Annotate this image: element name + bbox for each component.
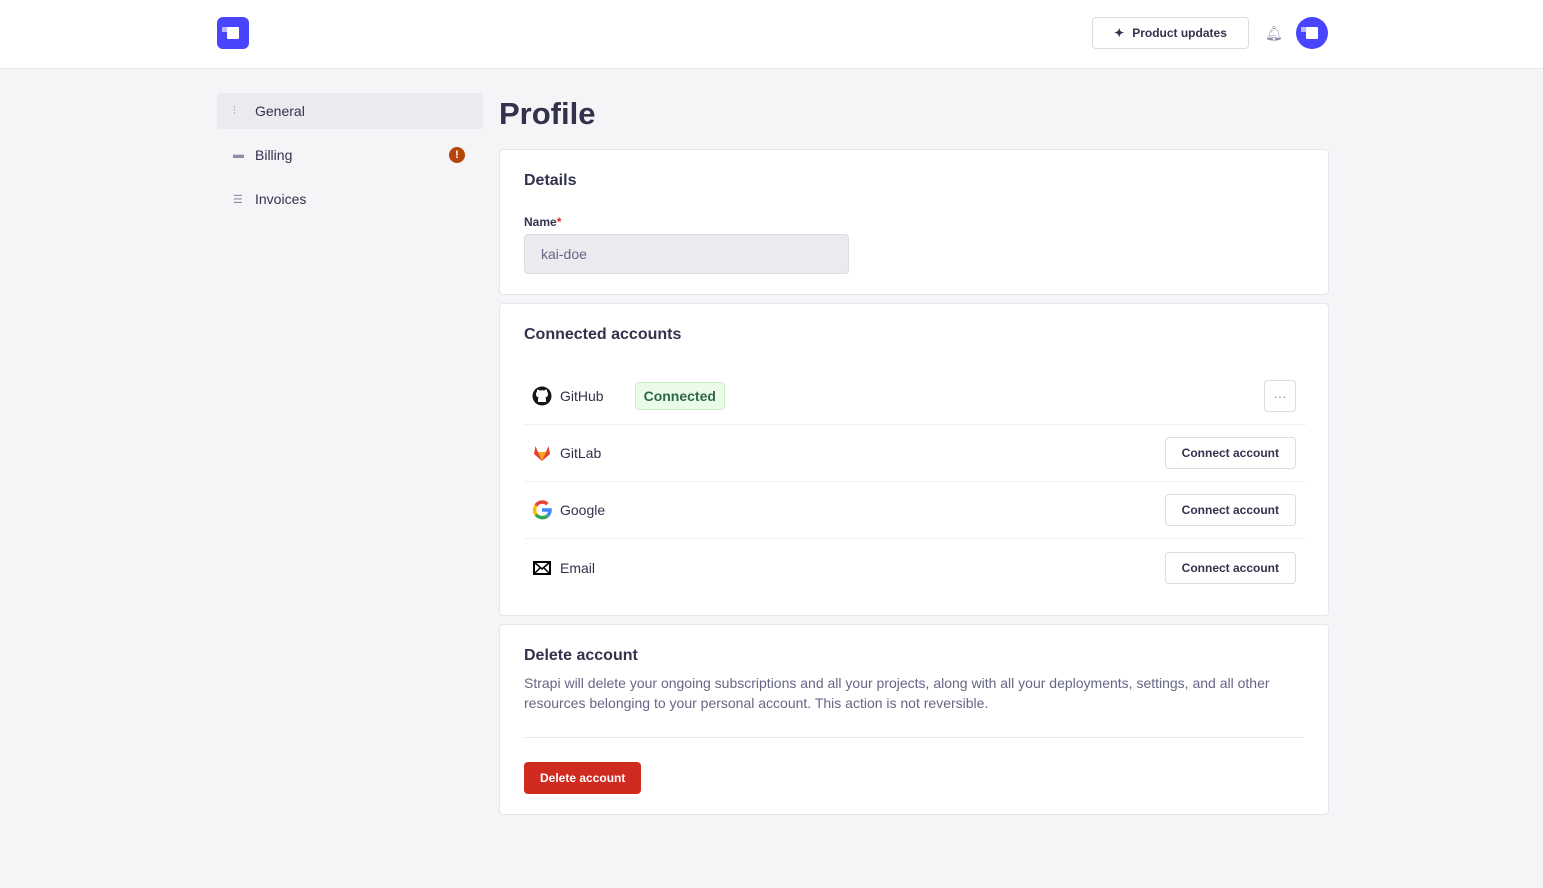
page-title: Profile bbox=[499, 96, 596, 131]
invoice-icon: ☰ bbox=[233, 193, 243, 206]
name-input[interactable] bbox=[524, 234, 849, 274]
sidebar-item-billing[interactable]: ▬ Billing! bbox=[217, 137, 483, 173]
delete-title: Delete account bbox=[524, 647, 638, 664]
logo[interactable] bbox=[217, 17, 249, 49]
details-card: Details Name* bbox=[499, 149, 1329, 295]
details-title: Details bbox=[524, 172, 577, 189]
sparkle-icon: ✦ bbox=[1114, 26, 1125, 40]
more-options-button[interactable]: ··· bbox=[1264, 380, 1296, 412]
product-updates-button[interactable]: ✦ Product updates bbox=[1092, 17, 1249, 49]
delete-description: Strapi will delete your ongoing subscrip… bbox=[524, 675, 1270, 711]
connect-email-button[interactable]: Connect account bbox=[1164, 551, 1296, 584]
connected-accounts-card: Connected accounts GitHub Connected ··· … bbox=[499, 303, 1329, 616]
sliders-icon: ⫶ bbox=[233, 104, 236, 117]
gitlab-icon bbox=[532, 443, 552, 463]
account-row-github: GitHub Connected ··· bbox=[524, 368, 1306, 425]
google-icon bbox=[532, 500, 552, 520]
connect-google-button[interactable]: Connect account bbox=[1164, 494, 1296, 526]
account-row-google: Google Connect account bbox=[524, 482, 1306, 539]
sidebar-item-general[interactable]: ⫶ General bbox=[217, 93, 483, 129]
divider bbox=[524, 737, 1304, 738]
warning-badge: ! bbox=[449, 147, 465, 163]
delete-account-card: Delete account Strapi will delete your o… bbox=[499, 624, 1329, 815]
account-row-gitlab: GitLab Connect account bbox=[524, 425, 1306, 482]
sidebar: ⫶ General ▬ Billing! ☰ Invoices bbox=[217, 93, 483, 225]
avatar[interactable] bbox=[1296, 17, 1328, 49]
connect-gitlab-button[interactable]: Connect account bbox=[1164, 437, 1296, 469]
envelope-icon bbox=[532, 558, 552, 578]
credit-card-icon: ▬ bbox=[233, 149, 244, 161]
top-bar: ✦ Product updates 🔔︎ bbox=[0, 0, 1543, 69]
connected-title: Connected accounts bbox=[524, 326, 682, 343]
account-row-email: Email Connect account bbox=[524, 539, 1306, 596]
github-icon bbox=[532, 386, 552, 406]
connected-badge: Connected bbox=[634, 382, 725, 410]
delete-account-button[interactable]: Delete account bbox=[524, 762, 642, 794]
name-label: Name* bbox=[524, 215, 562, 229]
sidebar-item-invoices[interactable]: ☰ Invoices bbox=[233, 191, 307, 207]
bell-icon[interactable]: 🔔︎ bbox=[1265, 25, 1283, 41]
